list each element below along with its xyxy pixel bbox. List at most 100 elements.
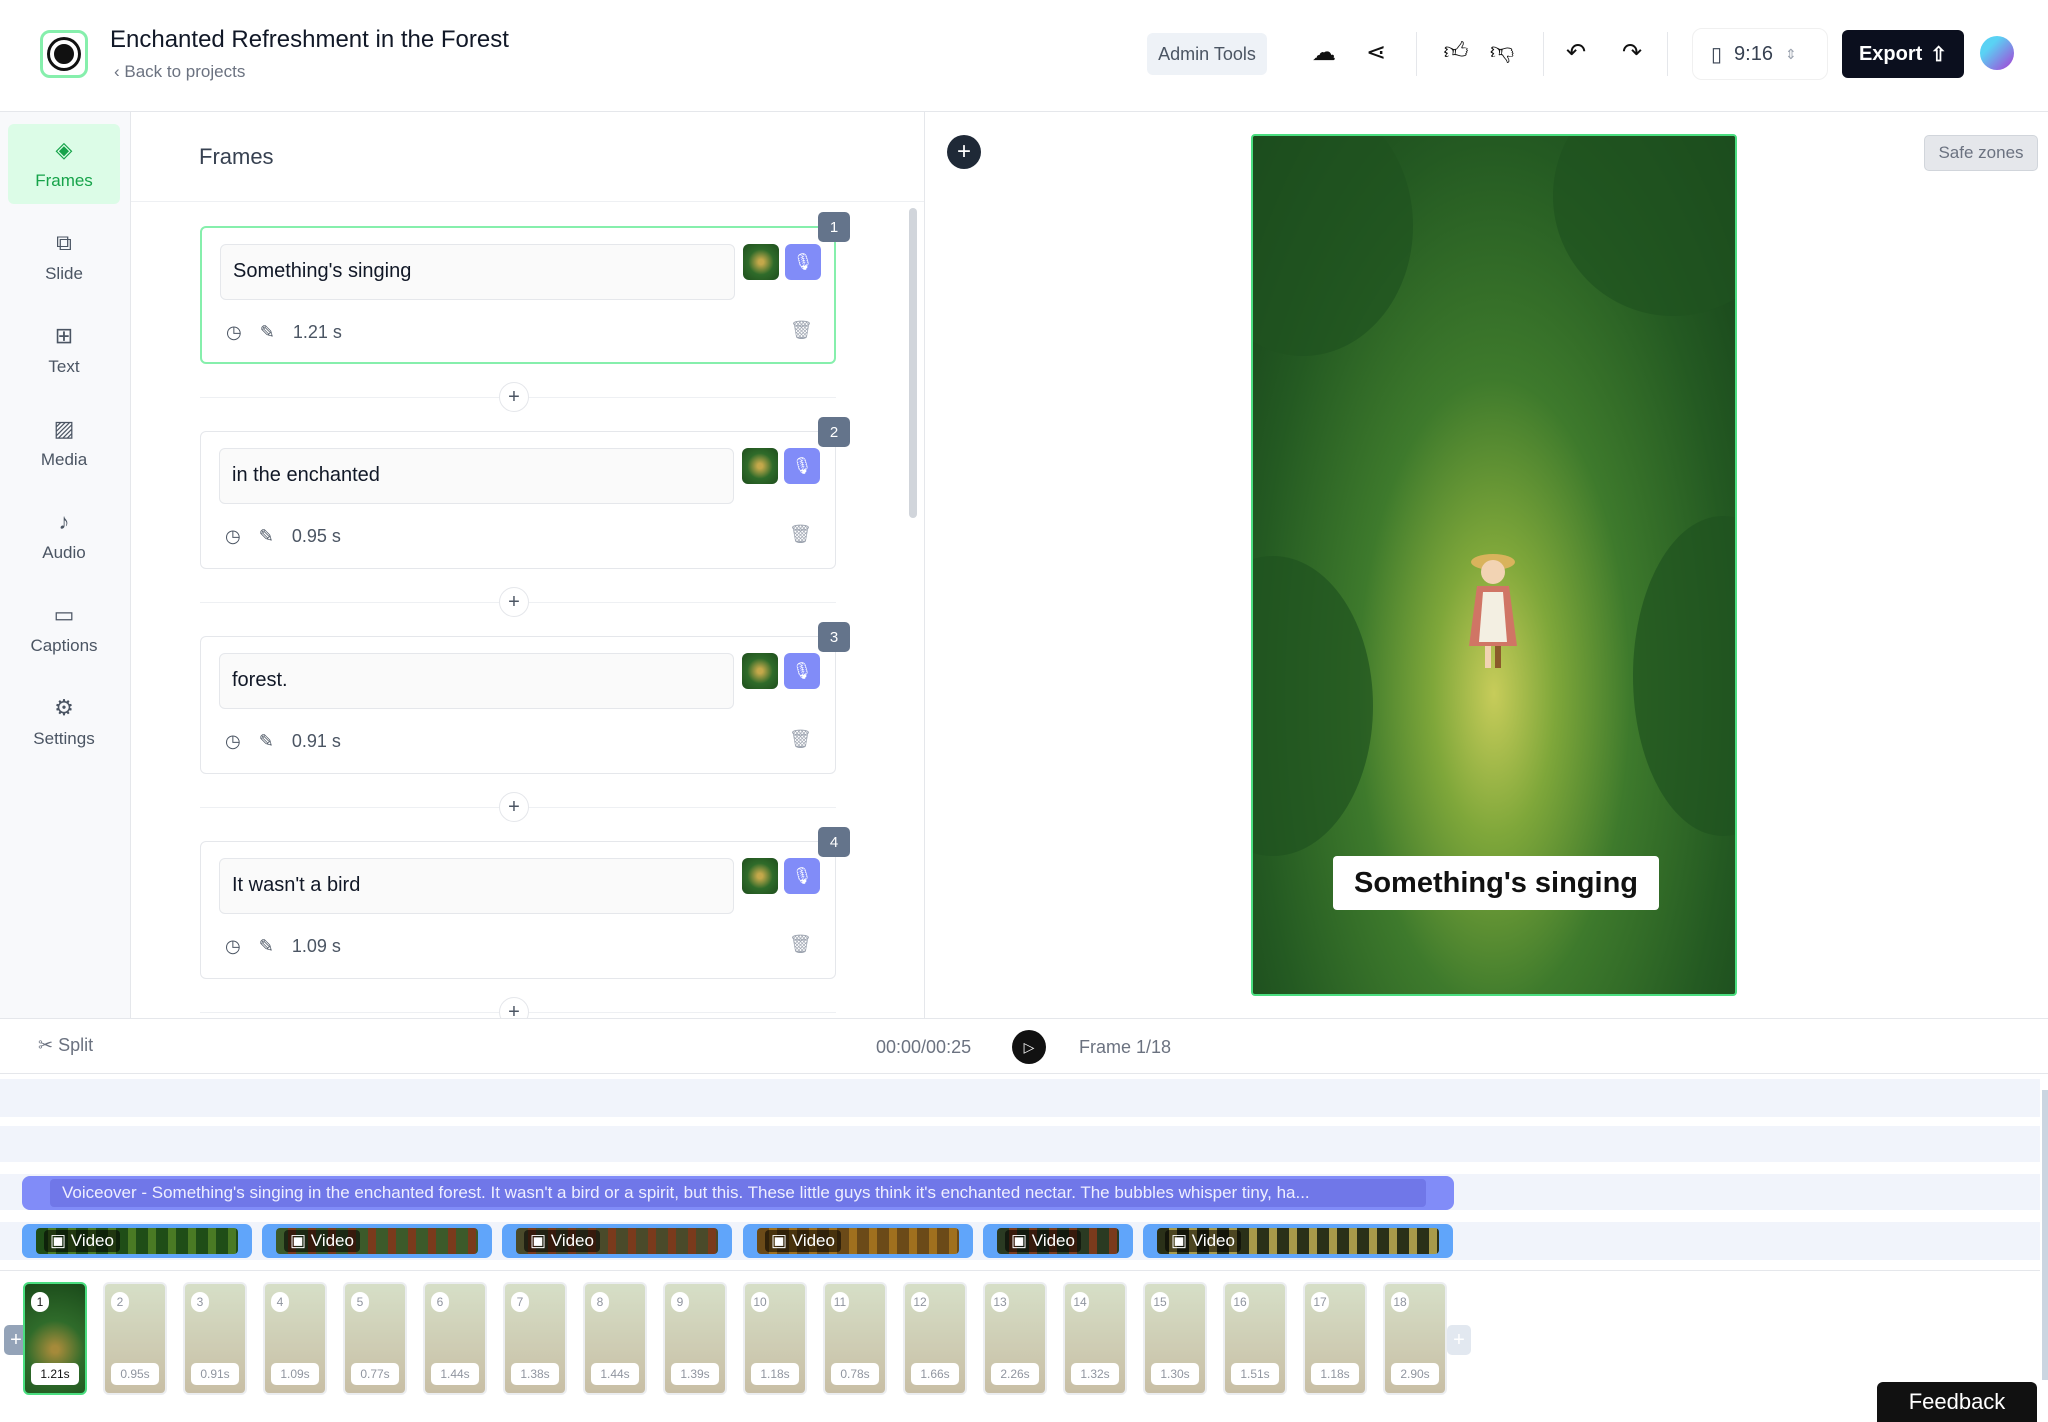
filmstrip-frame[interactable]: 3 0.91s: [183, 1282, 247, 1395]
frame-card[interactable]: It wasn't a bird 🎙︎ ◷ ✎ 1.09 s 🗑︎: [200, 841, 836, 979]
safe-zones-toggle[interactable]: Safe zones: [1924, 135, 2038, 171]
sidebar-item-slide[interactable]: ⧉ Slide: [8, 217, 120, 297]
gear-icon: ⚙: [54, 695, 74, 720]
add-button[interactable]: +: [947, 135, 981, 169]
filmstrip-frame[interactable]: 16 1.51s: [1223, 1282, 1287, 1395]
add-frame-end-button[interactable]: +: [1447, 1325, 1471, 1355]
frame-duration: 1.51s: [1231, 1363, 1279, 1385]
frame-text-input[interactable]: It wasn't a bird: [219, 858, 734, 914]
filmstrip-frame[interactable]: 18 2.90s: [1383, 1282, 1447, 1395]
preview-area: + Safe zones Something's singing: [925, 112, 2048, 1018]
frame-duration: 1.21s: [31, 1363, 79, 1385]
scissors-icon: ✂: [38, 1035, 54, 1055]
clock-icon[interactable]: ◷: [225, 526, 241, 546]
frame-text-input[interactable]: Something's singing: [220, 244, 735, 300]
clock-icon[interactable]: ◷: [225, 731, 241, 751]
trash-icon[interactable]: 🗑︎: [790, 320, 813, 340]
frame-thumbnail[interactable]: [742, 653, 778, 689]
video-clip[interactable]: ▣ Video: [502, 1224, 732, 1258]
trash-icon[interactable]: 🗑︎: [789, 524, 812, 544]
frame-duration: 0.95 s: [291, 526, 341, 546]
filmstrip-frame[interactable]: 14 1.32s: [1063, 1282, 1127, 1395]
filmstrip-frame[interactable]: 11 0.78s: [823, 1282, 887, 1395]
caption-overlay[interactable]: Something's singing: [1333, 856, 1659, 910]
add-frame-button[interactable]: +: [499, 382, 529, 412]
aspect-ratio-select[interactable]: ▯ 9:16 ⇕: [1692, 28, 1828, 80]
cloud-saved-icon[interactable]: ☁: [1312, 39, 1336, 66]
filmstrip-frame[interactable]: 2 0.95s: [103, 1282, 167, 1395]
filmstrip-frame[interactable]: 4 1.09s: [263, 1282, 327, 1395]
frame-card[interactable]: in the enchanted 🎙︎ ◷ ✎ 0.95 s 🗑︎: [200, 431, 836, 569]
filmstrip-frame[interactable]: 1 1.21s: [23, 1282, 87, 1395]
pencil-icon[interactable]: ✎: [258, 526, 274, 546]
pencil-icon[interactable]: ✎: [258, 731, 274, 751]
trash-icon[interactable]: 🗑︎: [789, 729, 812, 749]
frame-duration: 1.44s: [431, 1363, 479, 1385]
filmstrip-frame[interactable]: 5 0.77s: [343, 1282, 407, 1395]
filmstrip-frame[interactable]: 13 2.26s: [983, 1282, 1047, 1395]
clock-icon[interactable]: ◷: [225, 936, 241, 956]
thumbs-down-icon[interactable]: 👎︎: [1489, 38, 1515, 65]
sidebar-item-frames[interactable]: ◈ Frames: [8, 124, 120, 204]
sidebar-item-captions[interactable]: ▭ Captions: [8, 589, 120, 669]
filmstrip-frame[interactable]: 7 1.38s: [503, 1282, 567, 1395]
ratio-value: 9:16: [1734, 42, 1773, 65]
pencil-icon[interactable]: ✎: [258, 936, 274, 956]
sidebar-item-text[interactable]: ⊞ Text: [8, 310, 120, 390]
video-clip[interactable]: ▣ Video: [743, 1224, 973, 1258]
redo-icon[interactable]: ↷: [1621, 39, 1643, 66]
user-avatar[interactable]: [1980, 36, 2014, 70]
add-frame-button[interactable]: +: [499, 792, 529, 822]
frame-card[interactable]: Something's singing 🎙︎ ◷ ✎ 1.21 s 🗑︎: [200, 226, 836, 364]
export-label: Export: [1858, 42, 1923, 65]
timeline-scrollbar[interactable]: [2042, 1090, 2048, 1380]
play-button[interactable]: ▷: [1012, 1030, 1046, 1064]
sidebar-item-audio[interactable]: ♪ Audio: [8, 496, 120, 576]
frames-scrollbar[interactable]: [909, 208, 917, 518]
export-button[interactable]: Export ⇧: [1842, 30, 1964, 78]
voiceover-clip[interactable]: Voiceover - Something's singing in the e…: [22, 1176, 1454, 1210]
video-clip[interactable]: ▣ Video: [22, 1224, 252, 1258]
divider: [1543, 32, 1544, 76]
frame-thumbnail[interactable]: [743, 244, 779, 280]
filmstrip-frame[interactable]: 15 1.30s: [1143, 1282, 1207, 1395]
video-clip[interactable]: ▣ Video: [983, 1224, 1133, 1258]
app-logo[interactable]: [40, 30, 88, 78]
admin-tools-button[interactable]: Admin Tools: [1147, 33, 1267, 75]
nav-label: Slide: [45, 264, 83, 283]
frame-text-input[interactable]: forest.: [219, 653, 734, 709]
voice-icon[interactable]: 🎙︎: [784, 448, 820, 484]
sidebar-item-settings[interactable]: ⚙ Settings: [8, 682, 120, 762]
frame-number-badge: 3: [818, 622, 850, 652]
pencil-icon[interactable]: ✎: [259, 322, 275, 342]
voice-icon[interactable]: 🎙︎: [784, 858, 820, 894]
split-button[interactable]: ✂ Split: [38, 1035, 93, 1056]
frame-card[interactable]: forest. 🎙︎ ◷ ✎ 0.91 s 🗑︎: [200, 636, 836, 774]
video-preview[interactable]: Something's singing: [1251, 134, 1737, 996]
sidebar-item-media[interactable]: ▨ Media: [8, 403, 120, 483]
undo-icon[interactable]: ↶: [1565, 39, 1587, 66]
filmstrip-frame[interactable]: 10 1.18s: [743, 1282, 807, 1395]
back-to-projects-link[interactable]: ‹ Back to projects: [114, 62, 246, 81]
frame-thumbnail[interactable]: [742, 858, 778, 894]
frame-text-input[interactable]: in the enchanted: [219, 448, 734, 504]
feedback-button[interactable]: Feedback: [1877, 1382, 2037, 1422]
voice-icon[interactable]: 🎙︎: [785, 244, 821, 280]
video-clip[interactable]: ▣ Video: [262, 1224, 492, 1258]
voice-icon[interactable]: 🎙︎: [784, 653, 820, 689]
frame-thumbnail[interactable]: [742, 448, 778, 484]
filmstrip-frame[interactable]: 12 1.66s: [903, 1282, 967, 1395]
nav-label: Captions: [30, 636, 98, 655]
video-clip[interactable]: ▣ Video: [1143, 1224, 1453, 1258]
filmstrip-frame[interactable]: 17 1.18s: [1303, 1282, 1367, 1395]
trash-icon[interactable]: 🗑︎: [789, 934, 812, 954]
thumbs-up-icon[interactable]: 👍︎: [1443, 38, 1469, 65]
add-frame-button[interactable]: +: [499, 587, 529, 617]
filmstrip-frame[interactable]: 9 1.39s: [663, 1282, 727, 1395]
add-frame-button[interactable]: +: [499, 997, 529, 1018]
share-icon[interactable]: ⋖: [1365, 39, 1387, 66]
clock-icon[interactable]: ◷: [226, 322, 242, 342]
filmstrip-frame[interactable]: 8 1.44s: [583, 1282, 647, 1395]
chevron-updown-icon: ⇕: [1784, 45, 1797, 62]
filmstrip-frame[interactable]: 6 1.44s: [423, 1282, 487, 1395]
